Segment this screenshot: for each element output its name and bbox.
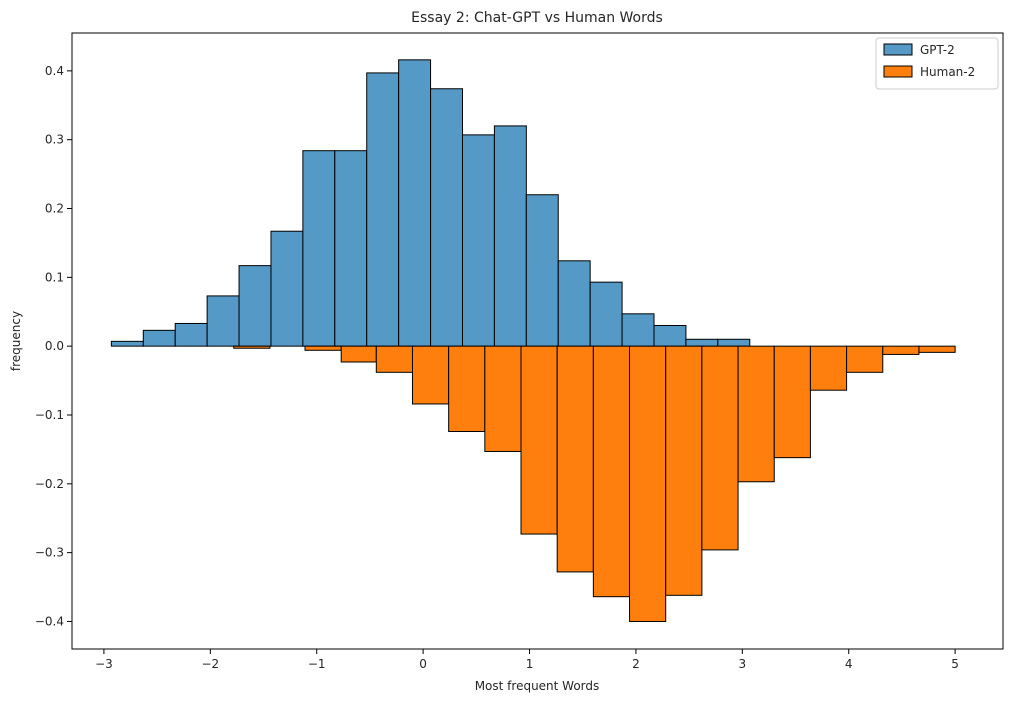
axes-frame — [71, 32, 1004, 650]
bar-gpt-2-1 — [142, 329, 176, 347]
y-tick-label: 0.1 — [45, 270, 64, 284]
bar-gpt-2-17 — [653, 325, 687, 347]
bar-gpt-2-5 — [270, 230, 304, 347]
bar-human-2-7 — [520, 345, 558, 535]
series-human-2 — [233, 345, 956, 622]
legend-swatch-human-2 — [883, 65, 913, 78]
bar-human-2-9 — [592, 345, 631, 598]
x-tick-label: 4 — [845, 657, 853, 671]
bar-human-2-18 — [918, 345, 956, 353]
chart-title: Essay 2: Chat-GPT vs Human Words — [411, 10, 663, 26]
bar-human-2-6 — [484, 345, 522, 452]
bar-gpt-2-16 — [621, 313, 655, 347]
y-tick-label: −0.2 — [35, 477, 64, 491]
x-tick-label: 5 — [951, 657, 959, 671]
bar-gpt-2-15 — [589, 281, 623, 347]
bar-gpt-2-2 — [174, 322, 208, 347]
bar-gpt-2-14 — [557, 260, 591, 347]
bar-gpt-2-12 — [493, 125, 527, 347]
plot-area — [110, 59, 956, 622]
bar-human-2-16 — [846, 345, 884, 373]
bar-human-2-10 — [629, 345, 667, 622]
bar-gpt-2-11 — [461, 134, 495, 347]
x-tick-label: 1 — [526, 657, 534, 671]
y-tick-label: −0.4 — [35, 614, 64, 628]
bar-gpt-2-10 — [430, 88, 463, 347]
legend-label-gpt-2: GPT-2 — [920, 43, 955, 57]
bar-gpt-2-13 — [525, 194, 559, 347]
x-tick-label: −1 — [308, 657, 326, 671]
bar-human-2-12 — [701, 345, 739, 551]
x-tick-label: 0 — [419, 657, 427, 671]
bar-gpt-2-3 — [206, 295, 240, 347]
bar-human-2-8 — [556, 345, 594, 573]
bar-gpt-2-19 — [717, 338, 751, 347]
bar-human-2-5 — [448, 345, 486, 433]
bar-human-2-2 — [340, 345, 377, 363]
y-tick-label: −0.1 — [35, 408, 64, 422]
bar-gpt-2-9 — [398, 59, 432, 347]
bar-human-2-4 — [411, 345, 450, 405]
bar-human-2-15 — [809, 345, 848, 391]
y-tick-label: 0.4 — [45, 64, 64, 78]
x-tick-label: 2 — [632, 657, 640, 671]
y-axis-label: frequency — [9, 311, 23, 371]
bar-human-2-11 — [665, 345, 703, 596]
legend: GPT-2 Human-2 — [875, 37, 999, 90]
bar-human-2-17 — [882, 345, 920, 355]
series-gpt-2 — [110, 59, 751, 347]
bar-gpt-2-4 — [238, 265, 272, 347]
x-axis-label: Most frequent Words — [475, 679, 600, 693]
y-tick-label: 0.3 — [45, 133, 64, 147]
bar-human-2-13 — [737, 345, 775, 483]
x-tick-label: −2 — [201, 657, 219, 671]
bar-gpt-2-18 — [685, 338, 719, 347]
bar-human-2-3 — [375, 345, 413, 373]
y-tick-label: 0.0 — [45, 339, 64, 353]
bar-gpt-2-0 — [110, 340, 144, 347]
x-tick-label: 3 — [738, 657, 746, 671]
bar-human-2-1 — [304, 345, 342, 351]
legend-label-human-2: Human-2 — [920, 65, 975, 79]
bar-human-2-0 — [233, 345, 271, 349]
x-tick-label: −3 — [95, 657, 113, 671]
x-axis: −3 −2 −1 0 1 2 3 4 5 — [95, 649, 959, 671]
bar-gpt-2-7 — [334, 150, 368, 347]
bar-human-2-14 — [773, 345, 811, 459]
y-axis: −0.4 −0.3 −0.2 −0.1 0.0 0.1 0.2 0.3 0.4 — [35, 64, 72, 628]
y-tick-label: −0.3 — [35, 546, 64, 560]
y-tick-label: 0.2 — [45, 202, 64, 216]
bar-gpt-2-8 — [366, 72, 400, 347]
bar-gpt-2-6 — [302, 150, 336, 347]
legend-swatch-gpt-2 — [883, 43, 913, 56]
